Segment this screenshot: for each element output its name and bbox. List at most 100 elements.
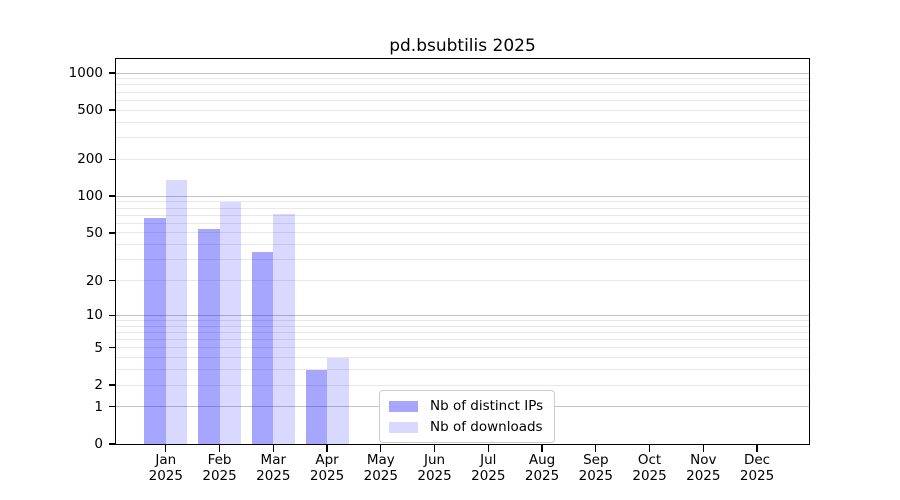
x-tick-year: 2025 — [686, 467, 721, 484]
legend-swatch-downloads — [389, 421, 418, 433]
gridline-minor — [116, 347, 809, 349]
x-tick-year: 2025 — [363, 467, 398, 484]
x-tick-label: Nov 2025 — [663, 452, 743, 484]
x-tick-month: Aug — [528, 452, 556, 468]
gridline-minor — [116, 214, 809, 216]
y-tick-label: 500 — [77, 102, 103, 119]
legend-item: Nb of distinct IPs — [389, 398, 543, 414]
y-tick-mark — [109, 347, 116, 349]
y-tick-mark — [109, 314, 116, 316]
x-tick-mark — [218, 444, 221, 452]
y-tick-label: 1 — [94, 398, 103, 415]
y-tick-label: 1000 — [68, 65, 103, 81]
x-tick-month: Jul — [480, 452, 497, 468]
x-tick-month: Mar — [260, 452, 287, 468]
x-tick-mark — [487, 444, 489, 452]
gridline-minor — [116, 207, 809, 209]
gridline-minor — [116, 158, 809, 160]
gridline-minor — [116, 325, 809, 327]
y-tick-mark — [109, 406, 116, 408]
bar-downloads — [273, 213, 295, 444]
x-tick-label: Aug 2025 — [502, 452, 582, 484]
gridline-minor — [116, 91, 809, 93]
x-tick-label: Dec 2025 — [717, 452, 797, 484]
y-tick-label: 5 — [94, 339, 103, 356]
gridline-minor — [116, 137, 809, 139]
gridline-major — [116, 72, 809, 74]
x-tick-month: Nov — [690, 452, 717, 468]
gridline-minor — [116, 369, 809, 371]
gridline-minor — [116, 259, 809, 261]
x-tick-month: Oct — [637, 452, 662, 468]
x-tick-label: Mar 2025 — [233, 452, 313, 484]
x-tick-mark — [326, 444, 328, 452]
gridline-minor — [116, 339, 809, 340]
x-tick-year: 2025 — [632, 467, 667, 484]
legend-item: Nb of downloads — [389, 419, 543, 435]
gridline-minor — [116, 384, 809, 386]
x-tick-year: 2025 — [417, 467, 452, 484]
x-tick-year: 2025 — [202, 467, 237, 484]
x-tick-month: Jun — [424, 452, 446, 468]
x-tick-mark — [380, 444, 382, 452]
x-tick-mark — [165, 444, 167, 452]
y-tick-mark — [109, 195, 116, 197]
legend: Nb of distinct IPs Nb of downloads — [379, 390, 556, 443]
x-tick-mark — [272, 444, 274, 452]
y-tick-label: 200 — [77, 151, 103, 168]
x-tick-mark — [756, 444, 758, 452]
gridline-minor — [116, 99, 809, 101]
y-tick-label: 20 — [85, 272, 103, 289]
gridline-minor — [116, 331, 809, 333]
bar-distinct-ips — [144, 218, 166, 444]
gridline-minor — [116, 84, 809, 86]
x-tick-year: 2025 — [578, 467, 613, 484]
y-tick-label: 10 — [85, 307, 103, 324]
chart-title: pd.bsubtilis 2025 — [389, 36, 536, 56]
x-tick-mark — [702, 444, 704, 452]
x-tick-label: Oct 2025 — [610, 452, 690, 484]
y-tick-label: 0 — [94, 436, 103, 452]
bar-distinct-ips — [198, 228, 220, 444]
x-tick-mark — [595, 444, 597, 452]
x-tick-month: Dec — [743, 452, 771, 468]
x-tick-label: Feb 2025 — [180, 452, 260, 484]
bar-distinct-ips — [305, 369, 328, 444]
x-tick-month: Feb — [207, 452, 232, 468]
legend-swatch-distinct-ips — [389, 400, 418, 412]
x-tick-year: 2025 — [471, 467, 506, 484]
gridline-minor — [116, 78, 809, 80]
x-tick-label: Jul 2025 — [448, 452, 528, 484]
x-tick-month: Apr — [315, 452, 339, 468]
gridline-minor — [116, 244, 809, 246]
x-tick-mark — [541, 444, 543, 452]
x-tick-label: May 2025 — [341, 452, 421, 484]
x-tick-year: 2025 — [524, 467, 560, 484]
x-tick-mark — [648, 444, 651, 452]
y-tick-mark — [109, 384, 116, 386]
x-tick-mark — [433, 444, 436, 452]
y-tick-label: 100 — [77, 188, 103, 205]
x-tick-year: 2025 — [256, 467, 291, 484]
y-tick-mark — [109, 109, 116, 111]
y-tick-label: 2 — [94, 377, 103, 393]
x-tick-month: May — [366, 452, 395, 468]
y-tick-mark — [109, 72, 116, 74]
legend-label: Nb of distinct IPs — [430, 398, 544, 414]
x-tick-month: Jan — [155, 452, 177, 468]
y-tick-mark — [109, 279, 116, 282]
x-tick-label: Jun 2025 — [395, 452, 475, 484]
y-tick-mark — [109, 232, 116, 234]
legend-label: Nb of downloads — [430, 419, 543, 435]
gridline-minor — [116, 222, 809, 224]
x-tick-label: Jan 2025 — [126, 452, 206, 484]
gridline-minor — [116, 319, 809, 321]
x-tick-year: 2025 — [309, 467, 345, 484]
x-tick-label: Sep 2025 — [556, 452, 636, 484]
gridline-minor — [116, 232, 809, 234]
gridline-minor — [116, 280, 809, 281]
y-tick-label: 50 — [85, 224, 103, 241]
gridline-minor — [116, 357, 809, 359]
x-tick-year: 2025 — [739, 467, 775, 484]
